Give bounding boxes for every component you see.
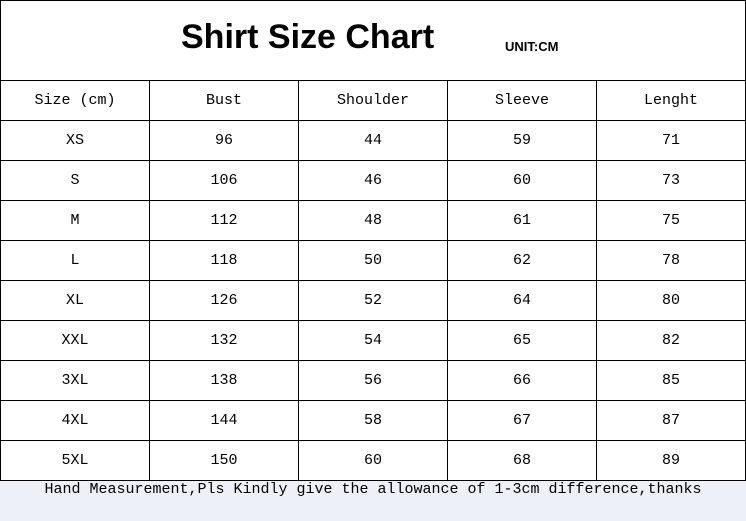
table-cell: 54 — [298, 320, 448, 361]
table-cell: 46 — [298, 160, 448, 201]
table-cell: XL — [0, 280, 150, 321]
table-cell: 5XL — [0, 440, 150, 481]
title-bar: Shirt Size Chart UNIT:CM — [0, 0, 746, 80]
column-header: Shoulder — [298, 80, 448, 121]
table-cell: 66 — [447, 360, 597, 401]
table-cell: 75 — [596, 200, 746, 241]
table-cell: 132 — [149, 320, 299, 361]
table-cell: 59 — [447, 120, 597, 161]
table-cell: 58 — [298, 400, 448, 441]
table-cell: 61 — [447, 200, 597, 241]
table-cell: 60 — [447, 160, 597, 201]
chart-title: Shirt Size Chart — [181, 18, 435, 56]
table-cell: S — [0, 160, 150, 201]
table-cell: 82 — [596, 320, 746, 361]
table-cell: 73 — [596, 160, 746, 201]
table-cell: 52 — [298, 280, 448, 321]
table-row: M 112 48 61 75 — [0, 200, 746, 241]
table-row: XXL 132 54 65 82 — [0, 320, 746, 361]
table-row: XL 126 52 64 80 — [0, 280, 746, 321]
table-cell: 138 — [149, 360, 299, 401]
table-row: L 118 50 62 78 — [0, 240, 746, 281]
table-cell: 126 — [149, 280, 299, 321]
table-cell: 144 — [149, 400, 299, 441]
table-cell: 106 — [149, 160, 299, 201]
table-row: XS 96 44 59 71 — [0, 120, 746, 161]
table-cell: XS — [0, 120, 150, 161]
table-cell: 44 — [298, 120, 448, 161]
table-cell: 50 — [298, 240, 448, 281]
unit-label: UNIT:CM — [505, 39, 559, 54]
table-cell: 60 — [298, 440, 448, 481]
table-cell: 87 — [596, 400, 746, 441]
table-row: 5XL 150 60 68 89 — [0, 440, 746, 481]
table-cell: XXL — [0, 320, 150, 361]
table-cell: 118 — [149, 240, 299, 281]
column-header: Bust — [149, 80, 299, 121]
table-cell: 96 — [149, 120, 299, 161]
table-cell: M — [0, 200, 150, 241]
table-cell: 150 — [149, 440, 299, 481]
column-header: Lenght — [596, 80, 746, 121]
table-cell: 78 — [596, 240, 746, 281]
table-row: 3XL 138 56 66 85 — [0, 360, 746, 401]
table-cell: 56 — [298, 360, 448, 401]
table-row: S 106 46 60 73 — [0, 160, 746, 201]
table-cell: 64 — [447, 280, 597, 321]
table-cell: 71 — [596, 120, 746, 161]
table-cell: 4XL — [0, 400, 150, 441]
column-header: Sleeve — [447, 80, 597, 121]
table-cell: 48 — [298, 200, 448, 241]
table-cell: 3XL — [0, 360, 150, 401]
header-row: Size (cm) Bust Shoulder Sleeve Lenght — [0, 80, 746, 121]
size-table: Size (cm) Bust Shoulder Sleeve Lenght XS 96 44 5… — [0, 80, 746, 481]
table-cell: 68 — [447, 440, 597, 481]
table-row: 4XL 144 58 67 87 — [0, 400, 746, 441]
table-cell: 62 — [447, 240, 597, 281]
column-header: Size (cm) — [0, 80, 150, 121]
table-cell: 80 — [596, 280, 746, 321]
table-cell: 89 — [596, 440, 746, 481]
table-cell: 67 — [447, 400, 597, 441]
table-cell: 65 — [447, 320, 597, 361]
table-cell: L — [0, 240, 150, 281]
footer-note: Hand Measurement,Pls Kindly give the all… — [0, 481, 746, 521]
table-cell: 85 — [596, 360, 746, 401]
table-cell: 112 — [149, 200, 299, 241]
